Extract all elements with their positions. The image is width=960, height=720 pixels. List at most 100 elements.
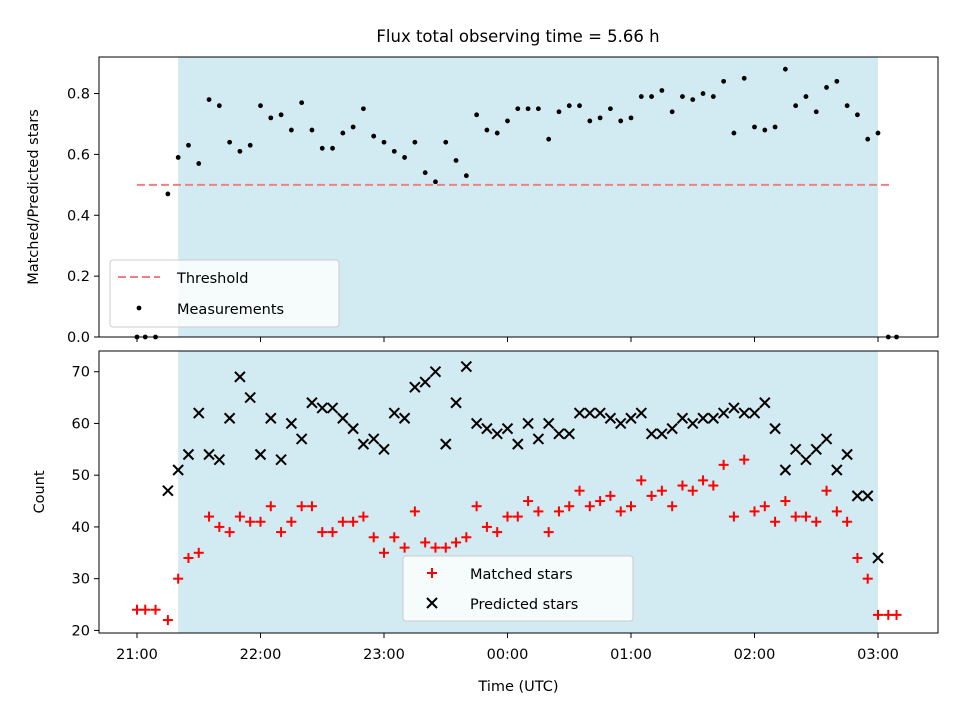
- predicted-star-point: [285, 417, 298, 430]
- matched-star-point: [533, 506, 544, 517]
- measurement-point: [402, 155, 407, 160]
- measurement-point: [453, 158, 459, 163]
- measurement-point: [484, 127, 490, 133]
- measurement-point: [813, 109, 819, 115]
- predicted-legend-swatch: [426, 597, 438, 609]
- matched-star-point: [471, 501, 482, 512]
- matched-star-point: [790, 511, 801, 522]
- measurement-point: [535, 106, 541, 112]
- matched-star-point: [276, 527, 287, 538]
- measurement-point: [608, 106, 613, 112]
- measurement-point: [371, 133, 377, 139]
- matched-star-point: [150, 604, 161, 615]
- matched-star-point: [553, 506, 564, 517]
- matched-star-point: [140, 604, 151, 615]
- measurement-point: [474, 112, 480, 118]
- ratio-panel: 0.00.20.40.60.8 Matched/Predicted stars …: [26, 56, 939, 346]
- predicted-star-point: [820, 433, 833, 445]
- measurement-point: [505, 118, 510, 124]
- predicted-star-point: [707, 412, 720, 424]
- matched-star-point: [327, 527, 338, 538]
- y-tick-label: 0.2: [67, 269, 90, 285]
- matched-star-point: [399, 542, 410, 553]
- measurement-point: [855, 112, 860, 118]
- x-tick-label: 01:00: [610, 647, 652, 663]
- predicted-star-point: [512, 438, 524, 450]
- predicted-star-point: [542, 417, 555, 430]
- matched-star-point: [842, 516, 853, 527]
- matched-star-point: [646, 490, 657, 501]
- matched-star-point: [296, 501, 307, 512]
- predicted-star-point: [275, 453, 287, 466]
- measurement-point: [680, 94, 685, 99]
- measurement-point: [546, 136, 552, 142]
- x-tick-label: 22:00: [240, 647, 282, 663]
- matched-star-point: [265, 501, 276, 512]
- predicted-star-points: [162, 360, 884, 564]
- measurement-points: [134, 66, 899, 340]
- measurement-point: [278, 112, 284, 118]
- matched-star-point: [584, 501, 595, 512]
- matched-star-point: [862, 573, 873, 584]
- predicted-star-point: [337, 412, 349, 424]
- matched-star-point: [368, 532, 379, 543]
- measurement-point: [875, 130, 881, 136]
- matched-star-point: [162, 615, 173, 626]
- predicted-star-point: [759, 397, 771, 409]
- legend: Threshold Measurements: [109, 259, 340, 328]
- matched-star-point: [173, 573, 184, 584]
- matched-star-point: [512, 511, 523, 522]
- matched-star-point: [245, 516, 256, 527]
- measurement-point: [566, 103, 572, 109]
- measurement-point: [793, 103, 799, 109]
- measurement-point: [710, 94, 716, 99]
- measurement-point: [165, 191, 171, 197]
- measurement-point: [587, 118, 593, 124]
- predicted-star-point: [234, 371, 246, 383]
- predicted-star-point: [615, 417, 627, 430]
- x-axis-label: Time (UTC): [477, 679, 558, 695]
- matched-star-point: [440, 542, 451, 553]
- matched-star-point: [564, 501, 575, 512]
- matched-legend-swatch: [427, 568, 437, 578]
- measurement-point: [597, 115, 603, 121]
- measurement-point: [288, 127, 294, 133]
- matched-star-point: [358, 511, 369, 522]
- predicted-star-point: [697, 412, 709, 424]
- predicted-star-point: [594, 407, 606, 419]
- matched-star-point: [891, 609, 902, 620]
- matched-star-point: [667, 501, 678, 512]
- measurement-point: [330, 145, 335, 151]
- predicted-star-point: [213, 453, 226, 466]
- predicted-star-point: [635, 407, 647, 419]
- predicted-star-point: [419, 376, 431, 388]
- measurement-point: [340, 130, 346, 136]
- predicted-star-point: [203, 448, 215, 461]
- predicted-star-point: [553, 428, 565, 440]
- predicted-star-point: [306, 397, 318, 409]
- legend: Matched stars Predicted stars: [402, 555, 634, 622]
- y-tick-label: 0.4: [67, 208, 90, 224]
- predicted-star-point: [182, 448, 195, 461]
- matched-star-point: [420, 537, 431, 548]
- predicted-star-point: [656, 428, 668, 440]
- measurement-point: [556, 109, 562, 115]
- predicted-star-point: [532, 433, 545, 445]
- measurement-point: [412, 139, 418, 145]
- predicted-star-point: [398, 412, 411, 424]
- predicted-star-point: [409, 381, 421, 393]
- predicted-star-point: [862, 490, 874, 502]
- matched-star-point: [687, 485, 698, 496]
- measurement-point: [433, 179, 438, 185]
- measurement-legend-swatch: [136, 305, 142, 311]
- predicted-star-point: [450, 397, 462, 409]
- matched-star-point: [348, 516, 359, 527]
- matched-star-point: [523, 496, 534, 507]
- measurement-point: [299, 100, 305, 106]
- measurement-point: [525, 106, 531, 112]
- predicted-star-point: [748, 407, 761, 419]
- matched-star-point: [811, 516, 822, 527]
- matched-legend-marker: [427, 568, 437, 578]
- matched-star-point: [337, 516, 348, 527]
- y-tick-label: 30: [72, 572, 90, 588]
